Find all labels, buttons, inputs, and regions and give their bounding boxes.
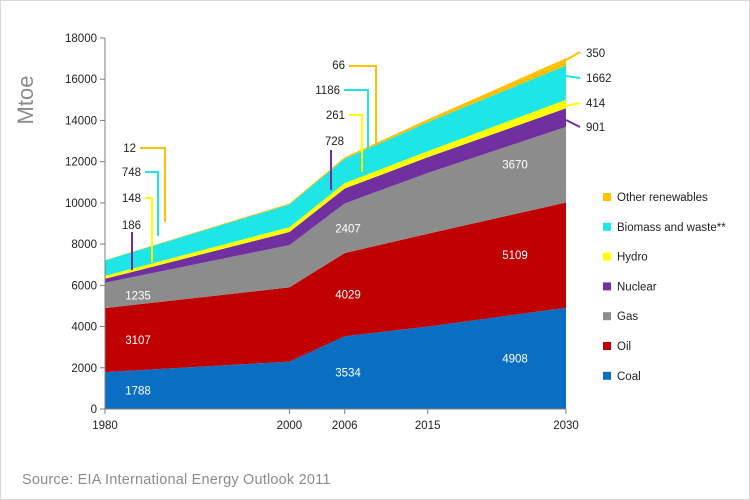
legend-label: Gas — [617, 311, 638, 323]
data-label: 4908 — [502, 353, 528, 365]
legend-swatch — [603, 282, 611, 291]
callout-2030-nuclear: 901 — [586, 122, 605, 134]
data-label: 5109 — [502, 250, 528, 262]
data-label: 3534 — [335, 368, 361, 380]
legend-swatch — [603, 193, 611, 201]
y-axis-title: Mtoe — [13, 76, 38, 125]
callout-1980-hydro: 148 — [122, 193, 141, 205]
y-tick-labels: 0 2000 4000 6000 8000 10000 12000 14000 16000 180… — [65, 33, 97, 416]
callout-2006-other-renewables: 66 — [332, 60, 345, 72]
legend-label: Coal — [617, 371, 641, 383]
callout-1980-hydro-leader — [145, 197, 153, 262]
data-label: 3670 — [502, 160, 528, 172]
area-coal — [105, 307, 566, 409]
legend-label: Oil — [617, 341, 631, 353]
data-label: 2407 — [335, 223, 361, 235]
legend-label: Hydro — [617, 252, 648, 264]
legend: Other renewables Biomass and waste** Hydro… — [603, 192, 726, 383]
data-label: 1235 — [125, 290, 151, 302]
data-label: 4029 — [335, 290, 361, 302]
callout-2006-hydro-leader — [349, 114, 363, 172]
area-biomass-and-waste — [105, 65, 566, 276]
x-tick-label: 1980 — [92, 420, 118, 432]
data-label: 3107 — [125, 335, 151, 347]
y-tick-label: 16000 — [65, 74, 97, 86]
callout-1980-biomass-leader — [145, 171, 159, 236]
area-nuclear — [105, 108, 566, 283]
y-tick-label: 6000 — [71, 280, 97, 292]
legend-swatch — [603, 312, 611, 321]
data-label: 1788 — [125, 386, 151, 398]
data-labels: 1788 3534 4908 3107 4029 5109 1235 2407 3670 — [125, 160, 528, 398]
axes-layer — [100, 37, 567, 414]
x-tick-labels: 1980 2000 2006 2015 2030 — [92, 420, 579, 432]
callout-labels: 12 748 148 186 66 1186 261 728 350 1662 414 901 — [122, 48, 612, 270]
legend-label: Nuclear — [617, 281, 657, 293]
source-note: Source: EIA International Energy Outlook… — [22, 472, 331, 488]
y-tick-label: 8000 — [71, 239, 97, 251]
callout-1980-biomass: 748 — [122, 167, 141, 179]
y-tick-label: 18000 — [65, 33, 97, 45]
callout-1980-nuclear: 186 — [122, 220, 141, 232]
x-tick-label: 2015 — [415, 420, 441, 432]
callout-2030-hydro: 414 — [586, 98, 606, 110]
x-tick-label: 2006 — [332, 420, 358, 432]
callout-2006-hydro: 261 — [326, 110, 345, 122]
y-tick-label: 14000 — [65, 115, 97, 127]
x-tick-label: 2030 — [553, 420, 579, 432]
x-tick-label: 2000 — [277, 420, 303, 432]
callout-2030-biomass: 1662 — [586, 73, 612, 85]
area-layer — [105, 58, 566, 409]
area-oil — [105, 202, 566, 373]
callout-1980-other-renewables-leader — [140, 147, 166, 222]
callout-2030-nuclear-leader — [565, 119, 581, 128]
callout-2030-other-renewables-leader — [565, 51, 581, 61]
legend-swatch — [603, 371, 611, 380]
legend-swatch — [603, 222, 611, 231]
callout-2006-biomass: 1186 — [315, 85, 340, 97]
legend-label: Biomass and waste** — [617, 222, 726, 234]
callout-2030-hydro-leader — [565, 102, 581, 107]
y-tick-label: 0 — [91, 404, 97, 416]
y-tick-label: 2000 — [71, 363, 97, 375]
callout-2030-other-renewables: 350 — [586, 48, 605, 60]
area-gas — [105, 126, 566, 309]
callout-2006-biomass-leader — [344, 89, 369, 150]
y-tick-label: 12000 — [65, 157, 97, 169]
legend-swatch — [603, 342, 611, 350]
callout-2030-biomass-leader — [565, 75, 581, 79]
area-hydro — [105, 99, 566, 279]
legend-swatch — [603, 252, 611, 261]
y-tick-label: 10000 — [65, 198, 97, 210]
y-tick-label: 4000 — [71, 322, 97, 334]
callout-2006-other-renewables-leader — [349, 65, 377, 143]
callout-2006-nuclear: 728 — [325, 136, 344, 148]
callout-1980-other-renewables: 12 — [123, 143, 136, 155]
legend-label: Other renewables — [617, 192, 708, 204]
